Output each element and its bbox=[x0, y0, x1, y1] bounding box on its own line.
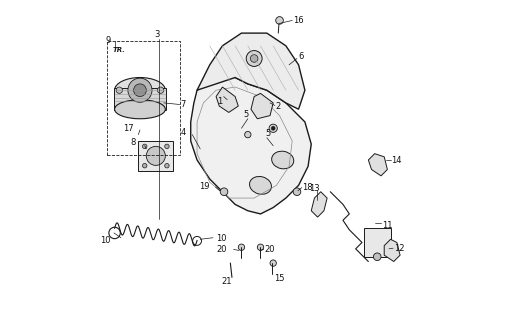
Ellipse shape bbox=[115, 77, 165, 103]
Text: 17: 17 bbox=[123, 124, 133, 133]
Circle shape bbox=[238, 244, 245, 251]
Text: 8: 8 bbox=[131, 138, 136, 147]
Text: 3: 3 bbox=[155, 30, 160, 39]
Text: 10: 10 bbox=[216, 234, 227, 243]
Circle shape bbox=[269, 124, 277, 132]
Text: 4: 4 bbox=[181, 128, 186, 137]
Text: 5: 5 bbox=[243, 109, 248, 118]
Text: 2: 2 bbox=[276, 101, 281, 111]
Text: 5: 5 bbox=[266, 129, 271, 138]
Circle shape bbox=[270, 260, 276, 266]
Ellipse shape bbox=[250, 176, 271, 194]
Polygon shape bbox=[368, 154, 388, 176]
Circle shape bbox=[165, 144, 169, 148]
Ellipse shape bbox=[271, 151, 294, 169]
Text: 19: 19 bbox=[199, 181, 210, 190]
Circle shape bbox=[293, 188, 301, 196]
Text: 10: 10 bbox=[100, 236, 111, 245]
Circle shape bbox=[251, 55, 258, 62]
Circle shape bbox=[165, 164, 169, 168]
Ellipse shape bbox=[115, 100, 165, 119]
Circle shape bbox=[146, 146, 165, 165]
Text: 16: 16 bbox=[293, 16, 304, 25]
Circle shape bbox=[276, 17, 283, 24]
Text: TR.: TR. bbox=[113, 47, 126, 53]
Circle shape bbox=[374, 253, 381, 260]
Circle shape bbox=[142, 164, 147, 168]
Circle shape bbox=[271, 126, 275, 130]
FancyBboxPatch shape bbox=[114, 88, 166, 110]
FancyBboxPatch shape bbox=[139, 141, 173, 171]
Text: 6: 6 bbox=[298, 52, 303, 61]
Circle shape bbox=[257, 244, 264, 251]
Text: 9: 9 bbox=[106, 36, 111, 44]
Circle shape bbox=[245, 132, 251, 138]
Text: 21: 21 bbox=[221, 277, 231, 286]
Text: 13: 13 bbox=[309, 184, 320, 193]
Text: 15: 15 bbox=[274, 274, 284, 283]
Text: 1: 1 bbox=[217, 98, 222, 107]
Text: 14: 14 bbox=[391, 156, 402, 164]
Text: 18: 18 bbox=[302, 183, 313, 192]
Circle shape bbox=[116, 87, 122, 93]
Text: 20: 20 bbox=[217, 245, 227, 254]
Circle shape bbox=[246, 51, 262, 67]
FancyBboxPatch shape bbox=[364, 228, 391, 257]
Text: 20: 20 bbox=[264, 245, 275, 254]
Polygon shape bbox=[251, 93, 273, 119]
Circle shape bbox=[128, 78, 152, 102]
Text: 11: 11 bbox=[382, 220, 392, 229]
Polygon shape bbox=[384, 239, 400, 261]
Circle shape bbox=[157, 87, 164, 93]
Circle shape bbox=[142, 144, 147, 148]
Polygon shape bbox=[197, 33, 305, 109]
Polygon shape bbox=[216, 87, 238, 112]
Circle shape bbox=[133, 84, 146, 97]
Text: 12: 12 bbox=[394, 244, 404, 253]
Polygon shape bbox=[191, 71, 311, 214]
Circle shape bbox=[220, 188, 228, 196]
Polygon shape bbox=[311, 192, 327, 217]
Text: 7: 7 bbox=[181, 100, 186, 109]
